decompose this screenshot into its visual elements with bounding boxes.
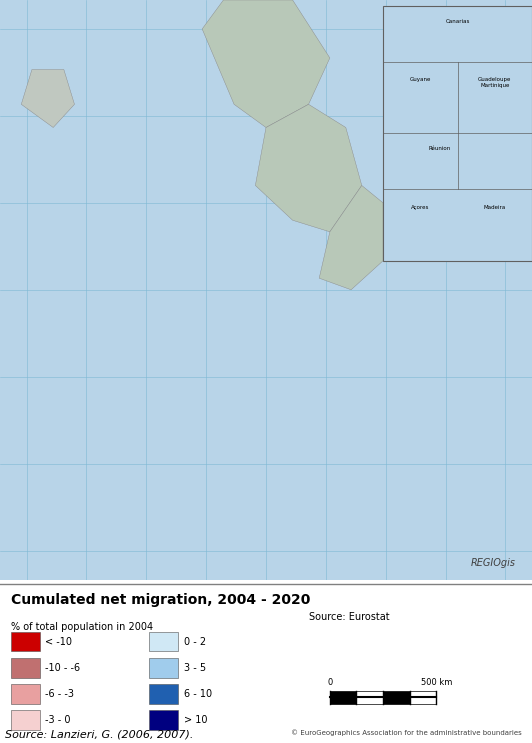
Text: -10 - -6: -10 - -6 bbox=[45, 663, 80, 673]
Text: Açores: Açores bbox=[411, 204, 429, 210]
Bar bbox=[149, 684, 178, 704]
Bar bbox=[383, 6, 532, 261]
Text: 6 - 10: 6 - 10 bbox=[184, 689, 212, 699]
Bar bbox=[149, 710, 178, 730]
Text: 500 km: 500 km bbox=[421, 678, 452, 687]
Bar bbox=[11, 658, 40, 678]
Text: © EuroGeographics Association for the administrative boundaries: © EuroGeographics Association for the ad… bbox=[290, 730, 521, 736]
Text: 0: 0 bbox=[327, 678, 332, 687]
Text: Madeira: Madeira bbox=[484, 204, 506, 210]
Bar bbox=[11, 632, 40, 652]
Bar bbox=[11, 710, 40, 730]
Text: Source: Eurostat: Source: Eurostat bbox=[309, 612, 389, 622]
Text: 3 - 5: 3 - 5 bbox=[184, 663, 206, 673]
Text: < -10: < -10 bbox=[45, 637, 72, 646]
Bar bbox=[330, 691, 356, 704]
Bar bbox=[149, 632, 178, 652]
Text: > 10: > 10 bbox=[184, 715, 207, 725]
Bar bbox=[149, 658, 178, 678]
Polygon shape bbox=[319, 186, 383, 290]
Text: Réunion: Réunion bbox=[428, 146, 451, 151]
Polygon shape bbox=[21, 70, 74, 128]
Text: Guadeloupe
Martinique: Guadeloupe Martinique bbox=[478, 77, 511, 88]
Bar bbox=[11, 684, 40, 704]
Text: 0 - 2: 0 - 2 bbox=[184, 637, 206, 646]
Text: Canarias: Canarias bbox=[445, 19, 470, 24]
Text: -6 - -3: -6 - -3 bbox=[45, 689, 74, 699]
Text: REGIOgis: REGIOgis bbox=[471, 558, 516, 568]
Text: Guyane: Guyane bbox=[410, 77, 431, 82]
Polygon shape bbox=[255, 104, 362, 232]
Bar bbox=[356, 691, 383, 704]
Text: Cumulated net migration, 2004 - 2020: Cumulated net migration, 2004 - 2020 bbox=[11, 593, 310, 606]
Text: -3 - 0: -3 - 0 bbox=[45, 715, 71, 725]
Text: Source: Lanzieri, G. (2006, 2007).: Source: Lanzieri, G. (2006, 2007). bbox=[5, 730, 194, 740]
Bar bbox=[410, 691, 436, 704]
Polygon shape bbox=[202, 0, 330, 128]
Bar bbox=[383, 691, 410, 704]
Text: % of total population in 2004: % of total population in 2004 bbox=[11, 622, 153, 632]
